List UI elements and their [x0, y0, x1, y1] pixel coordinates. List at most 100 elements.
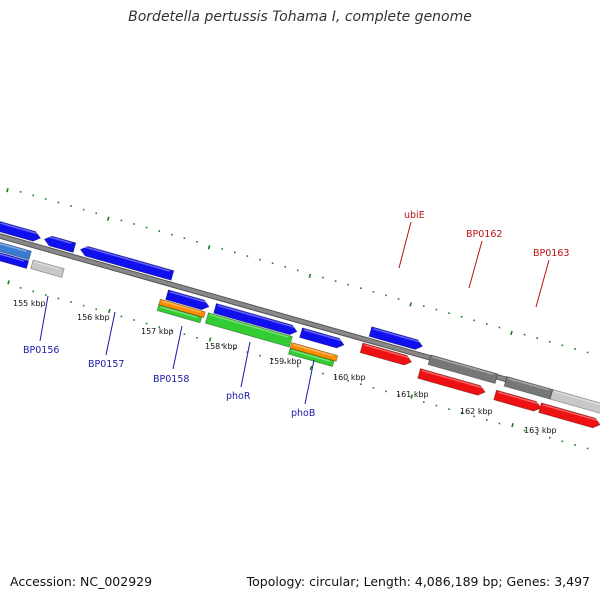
inner-minor-tick — [561, 440, 564, 443]
leader-line — [105, 311, 116, 356]
cds-reverse-shine — [497, 391, 539, 405]
cds-forward — [79, 245, 175, 281]
accession-text: Accession: NC_002929 — [10, 574, 153, 589]
inner-minor-tick — [221, 344, 223, 346]
track-orange-shine — [161, 300, 202, 313]
outer-minor-tick — [360, 287, 362, 290]
outer-major-tick — [6, 188, 9, 193]
inner-minor-tick — [57, 297, 60, 300]
outer-minor-tick — [82, 208, 85, 211]
inner-major-tick — [7, 280, 10, 285]
inner-minor-tick — [423, 401, 425, 403]
cds-reverse-shine — [421, 369, 483, 389]
gene-gray-light-shine — [554, 390, 600, 406]
inner-minor-tick — [347, 379, 349, 382]
inner-minor-tick — [158, 326, 160, 328]
tick-label: 161 kbp — [396, 390, 429, 399]
tick-label: 157 kbp — [141, 327, 174, 336]
tick-label: 160 kbp — [333, 373, 366, 382]
inner-major-tick — [511, 422, 514, 428]
inner-minor-tick — [385, 390, 387, 393]
track-green — [204, 312, 293, 348]
outer-minor-tick — [523, 333, 526, 336]
inner-minor-tick — [360, 383, 362, 386]
tick-label: 163 kbp — [524, 426, 557, 435]
track-orange-shine — [293, 343, 334, 357]
inner-minor-tick — [32, 290, 34, 293]
label-layer: 155 kbp 156 kbp 157 kbp 158 kbp 159 kbp 160 k… — [13, 210, 569, 435]
inner-minor-tick — [460, 411, 463, 414]
inner-minor-tick — [171, 329, 173, 332]
gene-label-phor: phoR — [226, 391, 251, 402]
inner-minor-tick — [259, 354, 261, 357]
cds-lower-forward — [0, 252, 30, 269]
cds-lower-forward — [299, 327, 345, 349]
cds-reverse-shine — [364, 344, 409, 359]
cds-forward-shine — [83, 245, 170, 272]
cds-ubiE-shine — [373, 328, 420, 343]
outer-minor-tick — [322, 276, 324, 279]
inner-minor-tick — [536, 433, 538, 435]
gene-label-bp0163: BP0163 — [533, 248, 569, 259]
cds-lower-forward-shine — [217, 304, 295, 328]
inner-minor-tick — [145, 322, 148, 325]
inner-minor-tick — [586, 447, 589, 450]
outer-minor-tick — [297, 269, 299, 272]
inner-minor-tick — [133, 319, 135, 321]
cds-forward — [43, 235, 77, 254]
outer-minor-tick — [120, 219, 123, 222]
cds-forward-shine — [0, 222, 38, 235]
cds-reverse — [538, 402, 600, 429]
cds-ubiE — [368, 326, 424, 350]
track-green — [156, 304, 203, 324]
outer-minor-tick — [372, 290, 375, 293]
inner-minor-tick — [322, 372, 324, 375]
outer-minor-tick — [284, 265, 286, 268]
cds-lower-blue — [0, 241, 32, 261]
outer-minor-tick — [32, 194, 34, 197]
cds-lower-forward-shine — [0, 253, 25, 262]
inner-major-tick — [410, 394, 414, 399]
outer-minor-tick — [448, 312, 450, 315]
outer-minor-tick — [435, 308, 438, 311]
outer-minor-tick — [57, 201, 60, 204]
outer-minor-tick — [536, 337, 538, 339]
genome-summary-text: Topology: circular; Length: 4,086,189 bp… — [246, 574, 590, 589]
inner-minor-tick — [82, 304, 85, 307]
cds-reverse-shine — [542, 404, 598, 421]
inner-minor-tick — [486, 419, 488, 421]
gene-gray-light — [549, 389, 600, 414]
outer-major-tick — [308, 273, 312, 279]
outer-minor-tick — [334, 280, 337, 282]
gene-gray-light — [30, 259, 65, 278]
outer-minor-tick — [397, 298, 400, 300]
inner-minor-tick — [473, 415, 475, 418]
cds-lower-forward — [213, 303, 298, 336]
inner-minor-tick — [234, 347, 236, 350]
cds-forward-shine — [47, 235, 72, 244]
cds-reverse — [359, 342, 413, 366]
outer-minor-tick — [19, 191, 22, 193]
track-orange — [158, 298, 206, 319]
outer-minor-tick — [574, 348, 576, 350]
inner-minor-tick — [70, 301, 72, 303]
outer-minor-tick — [221, 248, 223, 250]
track-green-shine — [209, 313, 289, 338]
gene-gray-dark — [427, 354, 499, 385]
track-green-shine — [291, 349, 330, 362]
leader-line — [172, 325, 183, 370]
gene-label-phob: phoB — [291, 408, 315, 419]
inner-major-tick — [108, 308, 111, 314]
tick-label: 162 kbp — [460, 407, 493, 416]
cds-forward — [0, 221, 42, 242]
inner-minor-tick — [397, 394, 400, 396]
outer-minor-tick — [460, 315, 463, 318]
leader-line — [240, 341, 251, 388]
outer-minor-tick — [133, 223, 135, 225]
inner-minor-tick — [19, 287, 22, 289]
outer-minor-tick — [45, 198, 47, 200]
outer-minor-tick — [561, 344, 564, 347]
cds-lower-blue-shine — [0, 243, 28, 253]
gene-label-bp0162: BP0162 — [466, 229, 502, 240]
